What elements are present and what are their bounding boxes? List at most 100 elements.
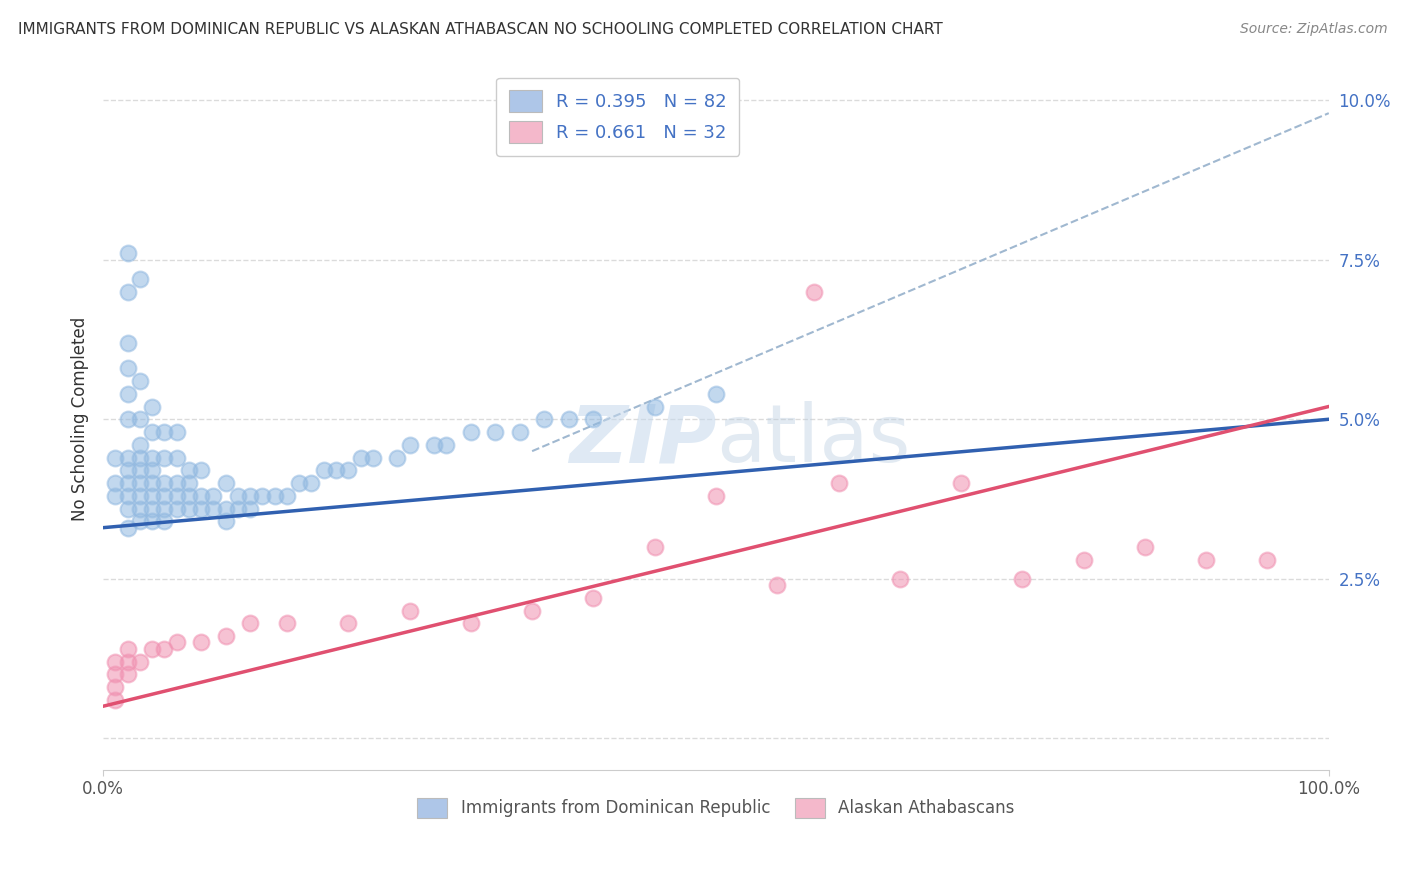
Point xyxy=(387,450,409,465)
Point xyxy=(509,425,531,439)
Point xyxy=(166,450,188,465)
Point xyxy=(129,501,152,516)
Point xyxy=(252,489,274,503)
Point xyxy=(104,476,127,491)
Point xyxy=(1133,540,1156,554)
Point xyxy=(141,476,163,491)
Point xyxy=(129,514,152,528)
Point xyxy=(141,501,163,516)
Point xyxy=(141,489,163,503)
Point xyxy=(337,616,360,631)
Point xyxy=(215,476,238,491)
Point xyxy=(644,540,666,554)
Point xyxy=(117,463,139,477)
Point xyxy=(129,272,152,286)
Point xyxy=(177,476,200,491)
Point xyxy=(153,450,176,465)
Point xyxy=(117,489,139,503)
Point xyxy=(558,412,581,426)
Point xyxy=(129,450,152,465)
Point xyxy=(1195,552,1218,566)
Point xyxy=(484,425,506,439)
Point xyxy=(226,489,249,503)
Point xyxy=(117,476,139,491)
Y-axis label: No Schooling Completed: No Schooling Completed xyxy=(72,318,89,522)
Point xyxy=(827,476,849,491)
Point xyxy=(117,667,139,681)
Point xyxy=(190,489,212,503)
Point xyxy=(141,463,163,477)
Point xyxy=(582,591,605,605)
Point xyxy=(117,412,139,426)
Point xyxy=(349,450,371,465)
Point xyxy=(117,361,139,376)
Point xyxy=(950,476,973,491)
Point xyxy=(190,635,212,649)
Point xyxy=(1256,552,1278,566)
Point xyxy=(239,489,262,503)
Point xyxy=(215,501,238,516)
Point xyxy=(288,476,311,491)
Point xyxy=(129,438,152,452)
Point xyxy=(153,514,176,528)
Point xyxy=(423,438,446,452)
Point xyxy=(215,514,238,528)
Point xyxy=(766,578,789,592)
Point xyxy=(301,476,323,491)
Point xyxy=(263,489,285,503)
Point xyxy=(141,514,163,528)
Point xyxy=(1073,552,1095,566)
Text: Source: ZipAtlas.com: Source: ZipAtlas.com xyxy=(1240,22,1388,37)
Point xyxy=(276,616,298,631)
Point xyxy=(190,463,212,477)
Point xyxy=(325,463,347,477)
Point xyxy=(153,425,176,439)
Point xyxy=(141,641,163,656)
Point xyxy=(704,489,727,503)
Point xyxy=(177,501,200,516)
Point xyxy=(177,489,200,503)
Point xyxy=(582,412,605,426)
Point xyxy=(117,501,139,516)
Text: IMMIGRANTS FROM DOMINICAN REPUBLIC VS ALASKAN ATHABASCAN NO SCHOOLING COMPLETED : IMMIGRANTS FROM DOMINICAN REPUBLIC VS AL… xyxy=(18,22,943,37)
Point xyxy=(202,501,225,516)
Point xyxy=(361,450,384,465)
Point xyxy=(190,501,212,516)
Point xyxy=(104,655,127,669)
Point xyxy=(533,412,555,426)
Legend: Immigrants from Dominican Republic, Alaskan Athabascans: Immigrants from Dominican Republic, Alas… xyxy=(411,791,1021,825)
Point xyxy=(153,476,176,491)
Point xyxy=(141,425,163,439)
Point xyxy=(104,680,127,694)
Text: ZIP: ZIP xyxy=(568,401,716,479)
Point xyxy=(129,463,152,477)
Point xyxy=(104,693,127,707)
Point xyxy=(104,450,127,465)
Point xyxy=(889,572,911,586)
Point xyxy=(117,335,139,350)
Point xyxy=(117,641,139,656)
Point xyxy=(398,603,420,617)
Point xyxy=(117,450,139,465)
Point xyxy=(398,438,420,452)
Point xyxy=(129,412,152,426)
Point xyxy=(239,501,262,516)
Point xyxy=(434,438,457,452)
Point xyxy=(129,655,152,669)
Point xyxy=(104,489,127,503)
Point xyxy=(141,400,163,414)
Point xyxy=(337,463,360,477)
Point xyxy=(226,501,249,516)
Point xyxy=(129,489,152,503)
Point xyxy=(276,489,298,503)
Point xyxy=(704,386,727,401)
Point xyxy=(117,521,139,535)
Point xyxy=(166,489,188,503)
Point xyxy=(166,476,188,491)
Point xyxy=(153,641,176,656)
Point xyxy=(239,616,262,631)
Text: atlas: atlas xyxy=(716,401,910,479)
Point xyxy=(177,463,200,477)
Point xyxy=(117,386,139,401)
Point xyxy=(215,629,238,643)
